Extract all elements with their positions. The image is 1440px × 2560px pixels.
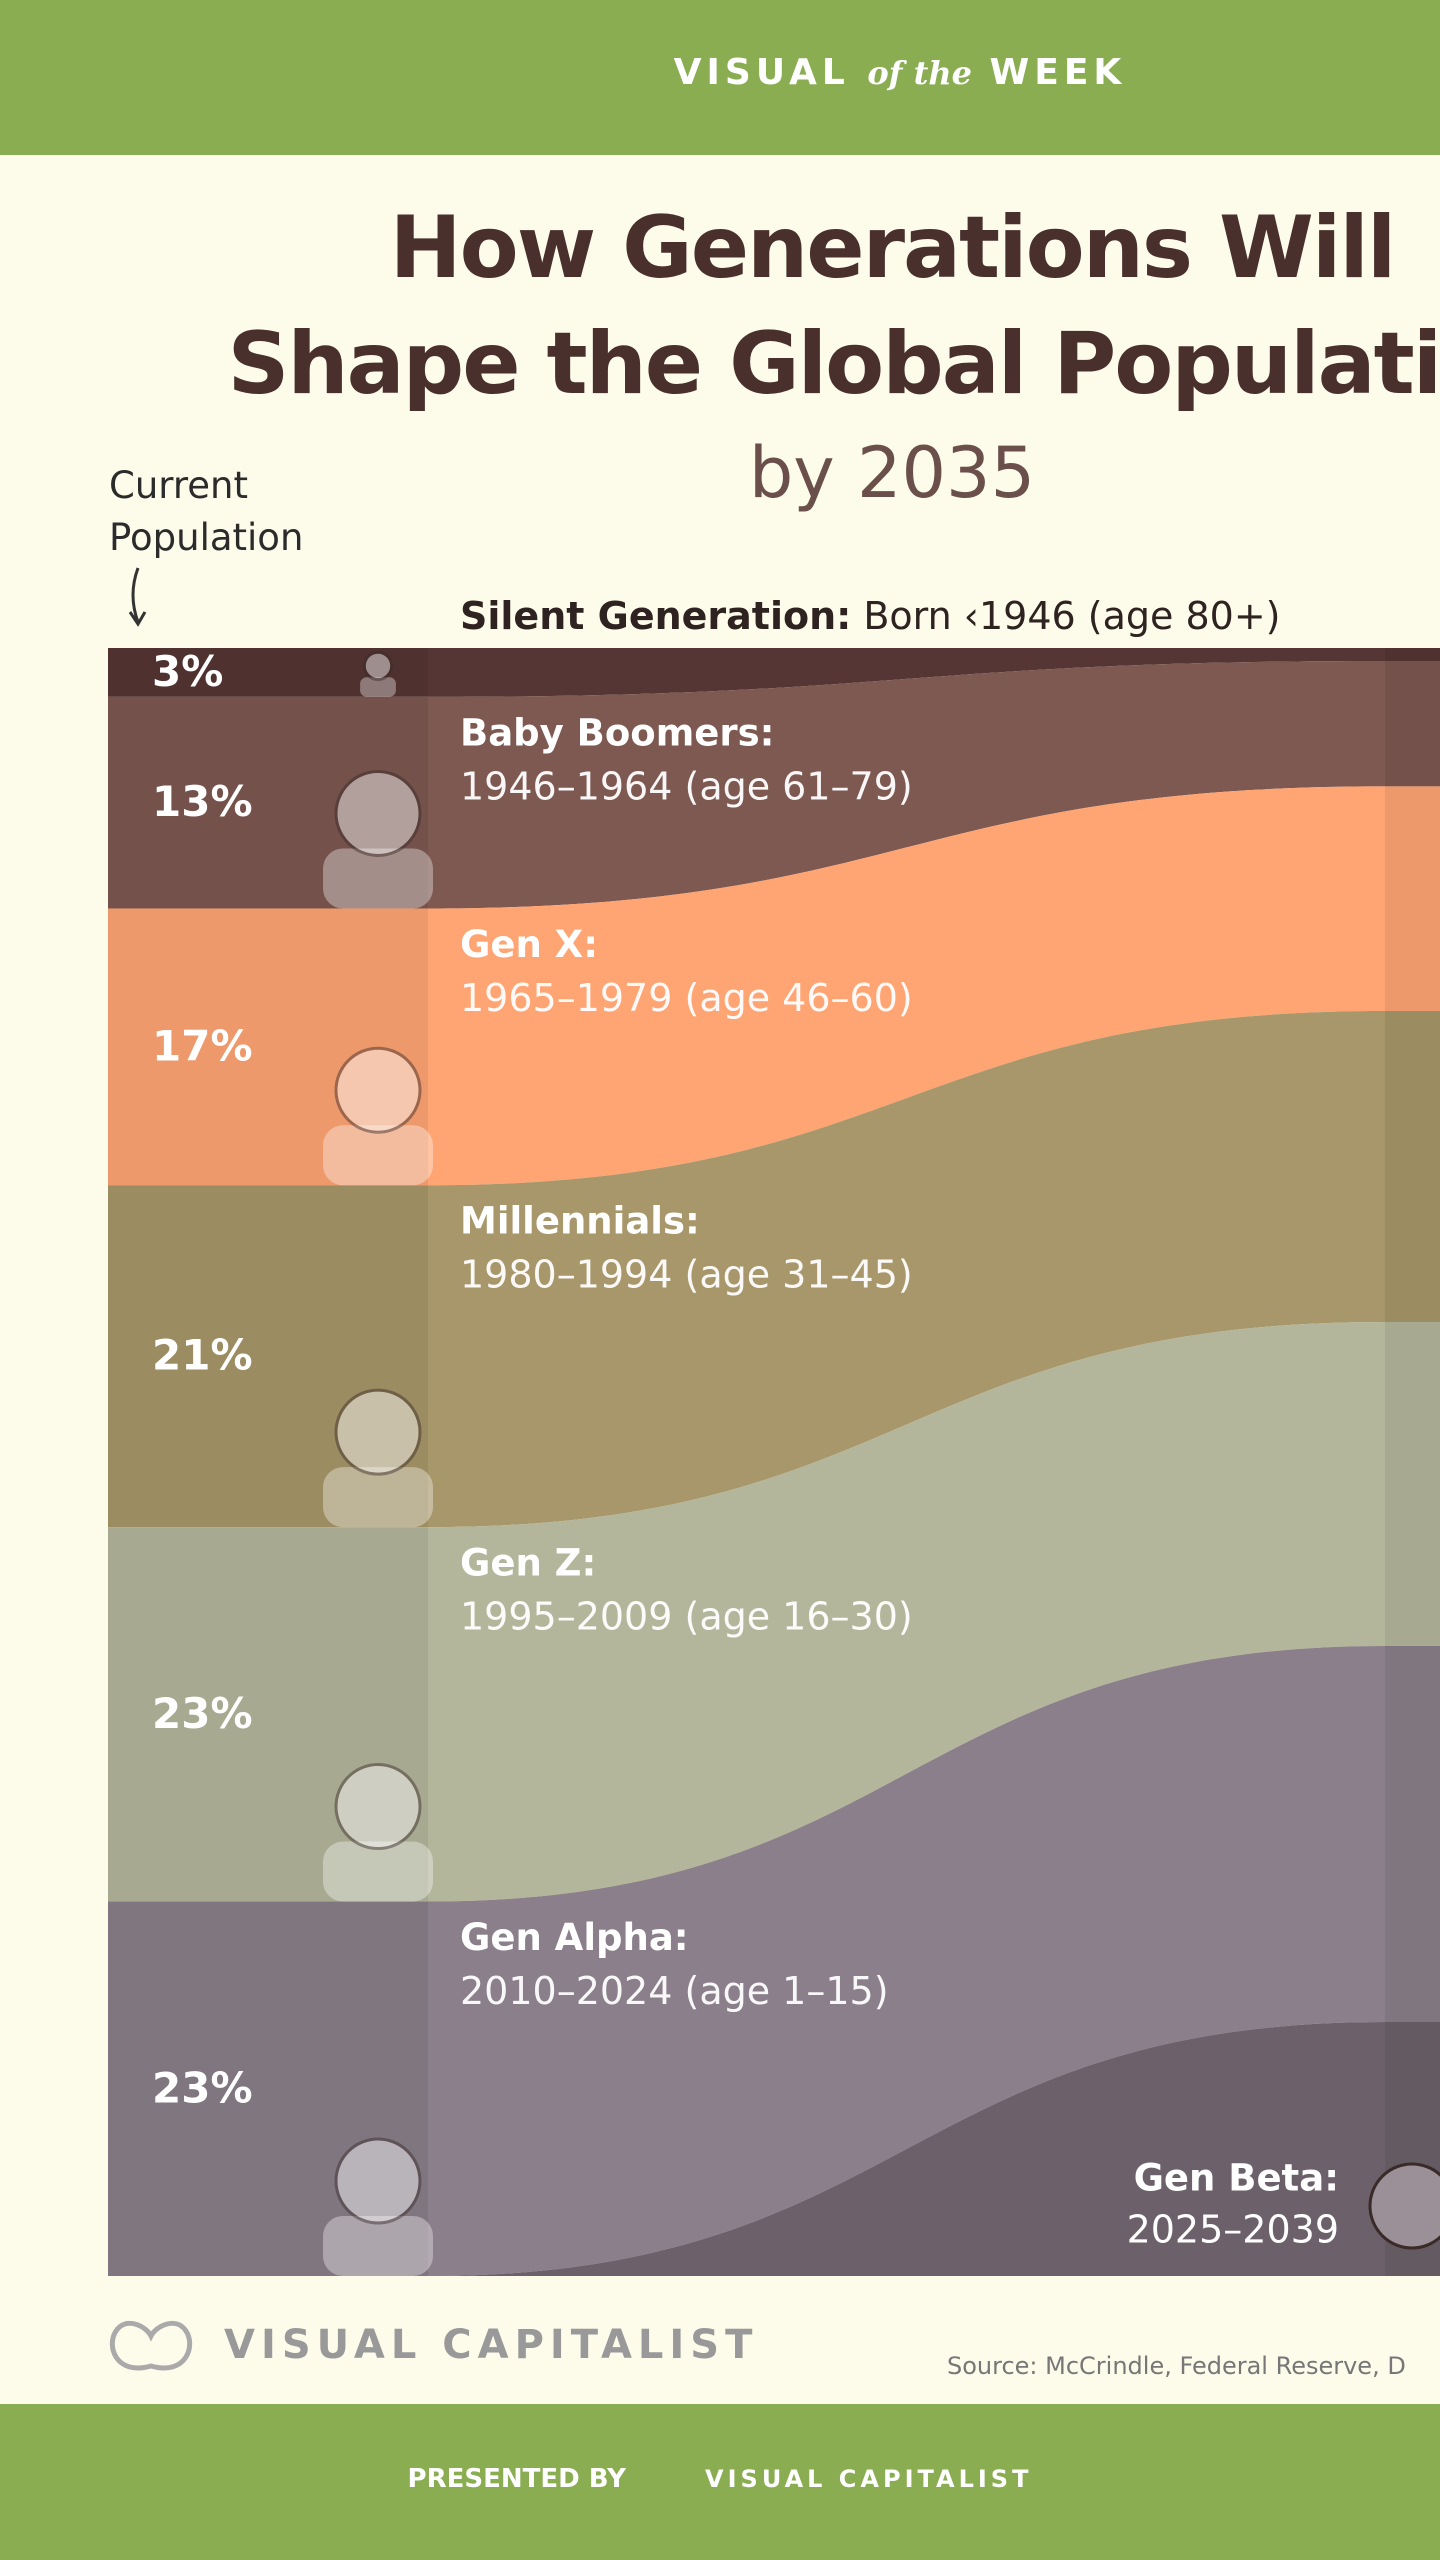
value-label: 23% [152,1689,253,1738]
footer-logo: VISUAL CAPITALIST [224,2322,759,2368]
arrow [128,567,147,627]
series-years: 2025–2039 [1127,2208,1339,2252]
avatar-body [323,1841,433,1902]
avatar-head [1368,2162,1440,2250]
stream-band [428,661,1440,909]
chart-subtitle: by 2035 [748,432,1036,514]
current-shade [108,1527,428,1902]
banner-brand: VISUAL [673,52,850,93]
current-shade [108,1901,428,2276]
avatar-head [334,1046,422,1134]
avatar-head [334,1388,422,1476]
avatar [360,650,396,697]
presented: PRESENTED BY VISUAL CAPITALIST [0,2464,1440,2494]
avatar [323,1388,433,1528]
series-name: Gen Alpha: [460,1916,689,1959]
stream-band [428,1645,1440,2276]
avatar-body [323,848,433,909]
avatar-head [334,1763,422,1851]
avatar-body [323,1125,433,1186]
avatar [323,1763,433,1902]
banner-text: VISUAL of the WEEK [0,52,1440,93]
series-name: Millennials: [460,1200,700,1243]
current-shade [108,1185,428,1528]
current-bar [108,908,428,1186]
value-label: 13% [152,777,253,826]
series-name: Gen Z: [460,1542,596,1585]
series-name: Baby Boomers: [460,711,774,754]
top-banner: VISUAL of the WEEK [0,0,1440,155]
end-shade [1385,648,1440,2276]
stream-band [428,648,1440,697]
source: Source: McCrindle, Federal Reserve, D [947,2352,1406,2380]
series-years: 1946–1964 (age 61–79) [460,764,913,808]
avatar [323,2137,433,2276]
series-years: 1965–1979 (age 46–60) [460,976,913,1020]
bottom-banner: PRESENTED BY VISUAL CAPITALIST [0,2404,1440,2560]
series-years: 2010–2024 (age 1–15) [460,1969,889,2013]
avatar-body [323,2216,433,2276]
avatar-body [323,1467,433,1528]
current-bar [108,1901,428,2276]
presented-brand: VISUAL CAPITALIST [705,2465,1033,2493]
banner-end: WEEK [989,52,1127,93]
avatar-body [360,677,396,697]
stream-band [428,786,1440,1186]
chart-title: How Generations Will Shape the Global Po… [0,190,1440,422]
avatar-head [334,769,422,857]
avatar-head [334,2137,422,2225]
avatar [323,1046,433,1186]
series-years: 1995–2009 (age 16–30) [460,1595,913,1639]
current-shade [108,696,428,909]
presented-by: PRESENTED BY [407,2464,626,2494]
avatar [323,769,433,909]
category-label: Current Population [109,464,304,559]
stream-band [428,1321,1440,1902]
series-name: Gen X: [460,923,598,966]
current-bar [108,696,428,909]
title-line: How Generations Will [389,198,1397,298]
current-shade [108,908,428,1186]
current-shade [108,648,428,697]
value-label: 21% [152,1331,253,1380]
current-bar [108,1527,428,1902]
series-label: Silent Generation: Born ‹1946 (age 80+) [460,594,1281,638]
current-bar [108,648,428,697]
stream-band [428,1011,1440,1528]
banner-middle: of the [867,54,972,92]
value-label: 23% [152,2063,253,2112]
title-line: Shape the Global Population [227,314,1440,414]
value-label: 3% [152,647,223,696]
logo-icon [109,2320,193,2371]
series-years: 1980–1994 (age 31–45) [460,1253,913,1297]
series-years: Born ‹1946 (age 80+) [863,594,1280,638]
series-name: Silent Generation: [460,594,851,638]
stream-band [428,2022,1440,2276]
avatar-head [362,650,394,682]
series-name: Gen Beta: [1134,2157,1339,2200]
value-label: 17% [152,1021,253,1070]
current-bar [108,1185,428,1528]
